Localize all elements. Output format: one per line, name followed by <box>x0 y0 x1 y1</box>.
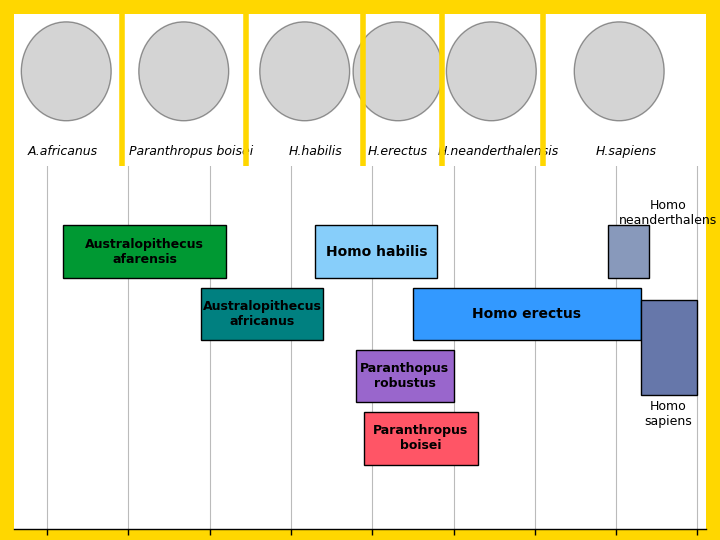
Text: Homo
sapiens: Homo sapiens <box>644 400 692 428</box>
Text: Paranthopus
robustus: Paranthopus robustus <box>360 362 449 390</box>
Text: Homo
neanderthalens: Homo neanderthalens <box>619 199 717 227</box>
Bar <box>63 225 226 278</box>
Ellipse shape <box>139 22 229 121</box>
Bar <box>608 225 649 278</box>
Text: H.sapiens: H.sapiens <box>595 145 657 158</box>
Text: H.habilis: H.habilis <box>288 145 342 158</box>
Text: Australopithecus
afarensis: Australopithecus afarensis <box>85 238 204 266</box>
Text: Paranthropus
boisei: Paranthropus boisei <box>374 424 469 453</box>
Text: Paranthropus boisei: Paranthropus boisei <box>129 145 253 158</box>
Ellipse shape <box>353 22 443 121</box>
Text: H.erectus: H.erectus <box>368 145 428 158</box>
Text: H.neanderthalensis: H.neanderthalensis <box>438 145 559 158</box>
Bar <box>641 300 698 395</box>
Text: Australopithecus
africanus: Australopithecus africanus <box>203 300 322 328</box>
Bar <box>413 288 641 340</box>
Bar <box>315 225 437 278</box>
Bar <box>202 288 323 340</box>
Ellipse shape <box>22 22 111 121</box>
Ellipse shape <box>446 22 536 121</box>
Bar <box>364 412 478 464</box>
Ellipse shape <box>260 22 350 121</box>
Bar <box>356 350 454 402</box>
Text: Homo erectus: Homo erectus <box>472 307 581 321</box>
Ellipse shape <box>575 22 664 121</box>
Text: Homo habilis: Homo habilis <box>325 245 427 259</box>
Text: A.africanus: A.africanus <box>28 145 98 158</box>
